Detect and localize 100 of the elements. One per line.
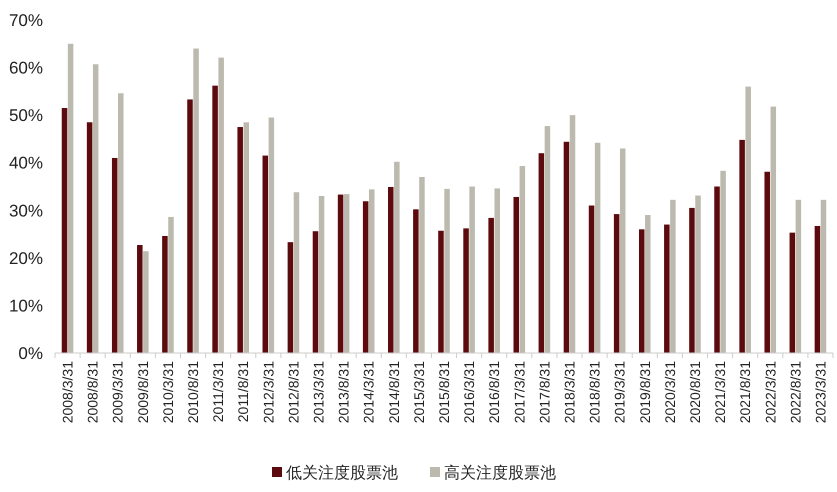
x-tick-label: 2014/8/31 [386,360,402,424]
bar [162,236,168,353]
bar [513,196,520,353]
x-tick-label: 2011/3/31 [210,360,226,422]
bar [739,140,745,353]
bar [237,127,243,353]
bar [212,86,218,353]
bar [86,122,92,353]
bar [193,48,199,353]
x-tick-label: 2014/3/31 [360,360,377,424]
bar [670,200,676,353]
bar [770,106,776,353]
bar [820,200,826,353]
bar [92,64,98,353]
x-tick-label: 2010/3/31 [160,360,176,424]
x-tick-label: 2013/8/31 [336,360,352,424]
x-tick-label: 2011/8/31 [235,360,252,422]
bar [544,126,550,353]
bar [419,176,425,353]
y-tick-label: 60% [8,58,43,78]
bar [137,245,143,353]
bar [570,115,576,353]
x-tick-label: 2008/8/31 [84,360,101,424]
y-tick-label: 40% [8,154,43,173]
bar [168,216,174,353]
bar [588,206,594,353]
bar [790,232,796,353]
x-tick-label: 2016/8/31 [486,360,502,424]
bar [244,122,250,353]
y-tick-label: 70% [8,11,43,30]
bar [620,148,626,353]
x-tick-label: 2020/3/31 [662,360,678,424]
bar [494,188,500,353]
bar [294,192,300,353]
x-tick-label: 2017/8/31 [536,360,552,424]
bar [796,200,802,353]
bar [318,196,324,353]
x-tick-label: 2015/8/31 [436,360,452,424]
bar [62,108,68,353]
x-tick-label: 2021/3/31 [712,360,728,424]
bar [413,209,419,353]
bar [488,218,494,353]
x-tick-label: 2019/3/31 [612,360,628,424]
bar [714,186,720,353]
bar [312,231,318,353]
bar [520,166,526,353]
bar [394,162,400,353]
bar [720,170,726,353]
x-tick-label: 2020/8/31 [686,360,703,424]
bar [664,224,670,353]
y-tick-label: 10% [8,296,43,316]
legend-label: 高关注度股票池 [444,464,556,482]
x-tick-label: 2021/8/31 [737,360,754,424]
bar [538,153,544,353]
bar [814,226,820,353]
x-tick-label: 2013/3/31 [310,360,327,424]
bar [745,86,751,353]
bar [118,93,124,353]
bar [288,242,294,353]
bar [645,215,651,353]
x-tick-label: 2008/3/31 [60,360,76,424]
x-tick-label: 2022/3/31 [762,360,778,424]
y-tick-label: 30% [8,201,43,220]
x-tick-label: 2018/3/31 [561,360,578,424]
x-tick-label: 2015/3/31 [410,360,427,424]
bar [564,142,570,353]
x-tick-label: 2009/8/31 [134,360,151,424]
y-tick-label: 50% [8,106,43,126]
x-tick-label: 2017/3/31 [511,360,528,424]
x-tick-label: 2012/3/31 [260,360,276,424]
bar [388,186,394,353]
bar [338,194,344,353]
bar [444,188,450,353]
bar [614,214,620,353]
bar [344,194,350,353]
bar [218,58,224,353]
bar [368,189,375,353]
bar [187,99,193,353]
bar [689,208,695,353]
x-tick-label: 2023/3/31 [812,360,828,424]
x-tick-label: 2009/3/31 [110,360,126,424]
x-tick-label: 2022/8/31 [787,360,804,424]
bar [268,118,274,353]
y-tick-label: 0% [18,344,43,363]
x-tick-label: 2019/8/31 [636,360,653,424]
bar [262,156,268,353]
bar [638,229,644,353]
x-tick-label: 2010/8/31 [185,360,202,424]
x-tick-label: 2016/3/31 [461,360,478,424]
y-tick-label: 20% [8,248,43,268]
legend-label: 低关注度股票池 [286,464,398,482]
bar [143,251,149,353]
bar [764,172,770,353]
bar [438,230,444,353]
bar [362,201,368,353]
bar [463,228,469,353]
bar [695,196,701,353]
bar [594,142,600,353]
bar [112,158,118,353]
x-tick-label: 2018/8/31 [586,360,603,424]
